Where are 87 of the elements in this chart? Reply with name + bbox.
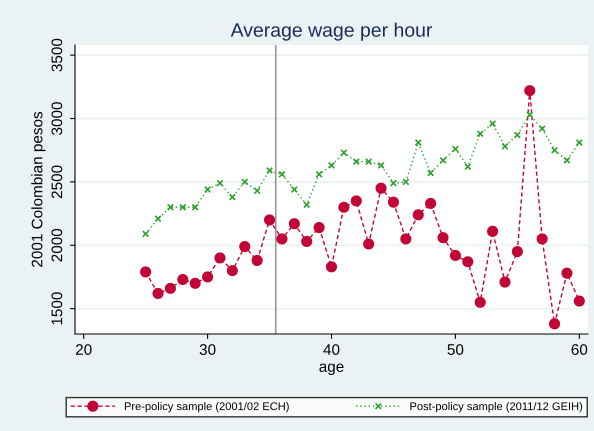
point [179,204,186,211]
point [352,158,360,166]
point [412,209,424,220]
point [142,230,150,238]
point [288,218,300,230]
y-tick-label: 2000 [51,228,62,262]
point [474,296,486,308]
y-tick-label: 3500 [51,38,62,72]
point [499,276,511,288]
point [278,170,286,178]
point [226,265,238,276]
point [152,288,164,299]
point [462,256,474,268]
point [338,202,350,213]
point [340,149,348,156]
point [363,238,374,250]
point [550,146,558,154]
y-axis-title: 2001 Colombian pesos [31,112,46,267]
point [315,170,323,178]
point [400,233,412,244]
point [190,278,201,289]
point [350,195,362,206]
point [241,178,248,186]
point [192,204,199,211]
point [264,214,276,226]
point [377,162,385,170]
legend-label: Post-policy sample (2011/12 GEIH) [410,402,582,412]
point [252,254,263,266]
point [464,163,472,170]
point [512,246,523,258]
point [437,232,449,244]
point [326,261,338,272]
point [140,266,152,278]
x-tick-label: 60 [572,344,588,355]
point [402,178,410,186]
point [216,180,224,187]
point [254,187,261,194]
point [204,186,212,194]
point [164,282,176,294]
point [439,156,447,164]
point [177,274,188,286]
point [576,138,583,146]
point [239,240,250,252]
point [476,130,484,138]
point [301,236,312,248]
point [414,138,422,146]
x-tick-label: 50 [448,344,464,355]
point [524,85,536,96]
point [214,252,226,264]
legend-label: Pre-policy sample (2001/02 ECH) [124,402,289,412]
point [538,125,546,132]
point [450,250,461,261]
point [526,111,534,118]
point [561,268,572,279]
point [425,198,436,209]
point [548,318,560,330]
point [536,233,548,244]
point [574,295,585,307]
point [290,186,298,194]
x-tick-label: 30 [200,344,216,355]
x-tick-label: 20 [76,344,92,355]
point [427,169,434,177]
point [488,120,496,128]
point [266,166,274,174]
point [487,226,498,237]
y-tick-label: 3000 [51,102,62,135]
point [202,271,214,283]
point [328,162,336,170]
point [365,158,372,166]
point [452,145,460,153]
point [563,156,571,164]
point [154,215,162,222]
point [303,201,310,208]
point [228,193,236,201]
y-tick-label: 2500 [51,165,62,198]
point [314,222,325,234]
point [276,233,288,244]
y-tick-label: 1500 [51,292,62,324]
point [501,142,509,150]
point [390,180,398,187]
x-tick-label: 40 [323,344,340,355]
point [388,196,400,208]
point [376,182,387,194]
chart-title: Average wage per hour [230,22,432,41]
x-axis-title: age [319,364,344,375]
point [514,131,521,139]
point [166,204,174,211]
